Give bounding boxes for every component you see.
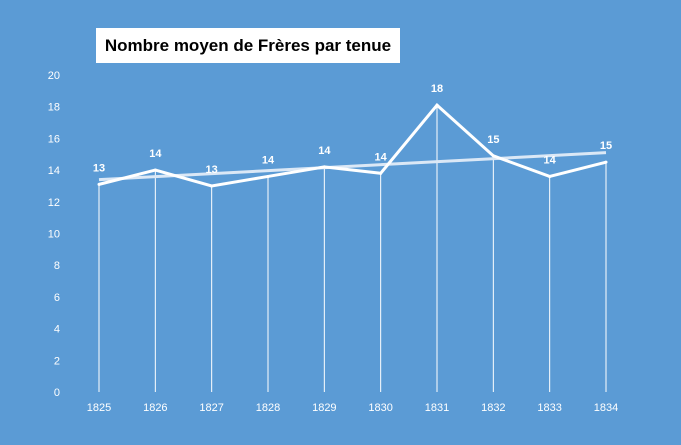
y-tick-label: 12 (48, 197, 60, 209)
x-tick-label: 1833 (537, 402, 561, 414)
x-tick-label: 1827 (199, 402, 223, 414)
data-label: 18 (431, 83, 443, 95)
data-point (548, 174, 552, 178)
y-tick-label: 0 (54, 387, 60, 399)
data-point (435, 103, 439, 107)
x-tick-label: 1829 (312, 402, 336, 414)
data-point (322, 165, 326, 169)
y-tick-label: 8 (54, 260, 60, 272)
data-label: 14 (544, 154, 557, 166)
y-tick-label: 10 (48, 229, 60, 241)
x-tick-label: 1831 (425, 402, 449, 414)
y-tick-label: 16 (48, 133, 60, 145)
data-label: 13 (93, 162, 105, 174)
x-tick-label: 1825 (87, 402, 111, 414)
data-label: 15 (487, 134, 499, 146)
x-tick-label: 1828 (256, 402, 280, 414)
data-label: 15 (600, 140, 612, 152)
data-point (266, 174, 270, 178)
data-point (210, 184, 214, 188)
data-label: 13 (206, 164, 218, 176)
y-tick-label: 14 (48, 165, 60, 177)
chart-title: Nombre moyen de Frères par tenue (96, 28, 400, 63)
data-label: 14 (262, 154, 275, 166)
y-tick-label: 20 (48, 70, 60, 82)
series-line (98, 102, 607, 188)
data-point (491, 154, 495, 158)
data-label: 14 (149, 148, 162, 160)
data-point (379, 171, 383, 175)
data-point (153, 168, 157, 172)
y-tick-label: 2 (54, 355, 60, 367)
data-point (97, 182, 101, 186)
y-tick-label: 18 (48, 102, 60, 114)
y-tick-label: 4 (54, 324, 60, 336)
x-tick-label: 1826 (143, 402, 167, 414)
trend-line (98, 151, 607, 182)
x-tick-label: 1834 (594, 402, 618, 414)
x-tick-label: 1832 (481, 402, 505, 414)
data-label: 14 (318, 145, 331, 157)
x-tick-label: 1830 (368, 402, 392, 414)
data-point (604, 160, 608, 164)
data-label: 14 (375, 151, 388, 163)
y-tick-label: 6 (54, 292, 60, 304)
